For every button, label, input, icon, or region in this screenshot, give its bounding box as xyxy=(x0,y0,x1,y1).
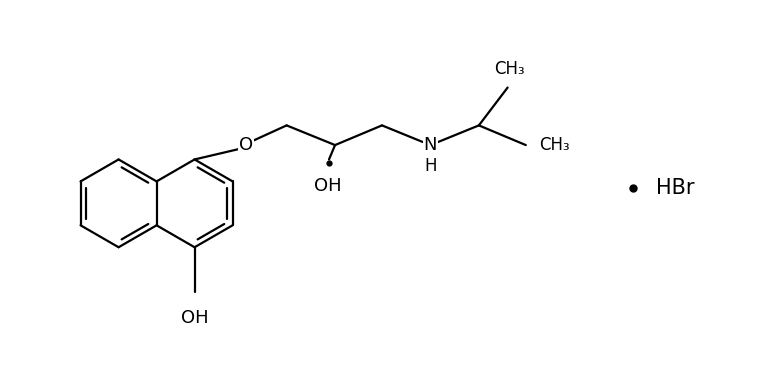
Text: OH: OH xyxy=(314,177,341,195)
Text: OH: OH xyxy=(181,310,209,327)
Text: H: H xyxy=(424,157,436,174)
Text: N: N xyxy=(423,136,437,154)
Text: CH₃: CH₃ xyxy=(539,136,570,154)
Text: CH₃: CH₃ xyxy=(495,60,525,78)
Text: HBr: HBr xyxy=(656,178,694,198)
Text: O: O xyxy=(239,136,253,154)
